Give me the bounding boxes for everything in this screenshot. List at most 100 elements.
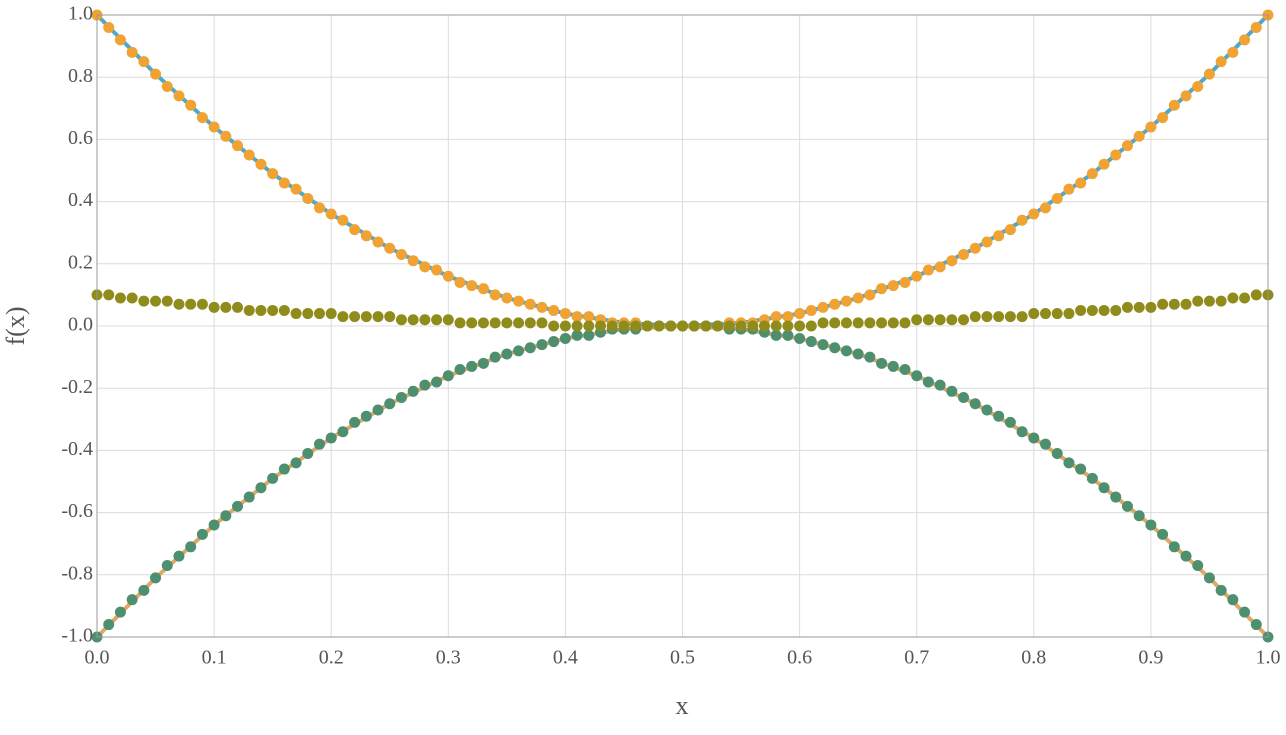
point: [1239, 606, 1251, 618]
x-tick-label: 1.0: [1256, 647, 1281, 669]
point: [114, 606, 126, 618]
point: [419, 314, 431, 326]
point: [360, 230, 372, 242]
point: [794, 308, 806, 320]
point: [1051, 192, 1063, 204]
point: [829, 298, 841, 310]
point: [372, 404, 384, 416]
point: [232, 500, 244, 512]
point: [513, 345, 525, 357]
point: [431, 264, 443, 276]
point: [630, 320, 642, 332]
point: [1157, 112, 1169, 124]
point: [852, 292, 864, 304]
point: [1157, 528, 1169, 540]
point: [161, 81, 173, 93]
point: [407, 255, 419, 267]
point: [208, 121, 220, 133]
x-tick-label: 0.9: [1138, 647, 1163, 669]
point: [196, 298, 208, 310]
point: [454, 276, 466, 288]
point: [1133, 301, 1145, 313]
point: [840, 317, 852, 329]
point: [1168, 298, 1180, 310]
point: [782, 320, 794, 332]
point: [325, 432, 337, 444]
point: [1110, 491, 1122, 503]
point: [840, 295, 852, 307]
point: [1098, 304, 1110, 316]
point: [513, 295, 525, 307]
point: [161, 559, 173, 571]
point: [1168, 99, 1180, 111]
point: [993, 410, 1005, 422]
point: [922, 376, 934, 388]
point: [302, 448, 314, 460]
point: [1227, 594, 1239, 606]
point: [489, 289, 501, 301]
y-tick-label: -0.8: [61, 562, 93, 584]
point: [993, 230, 1005, 242]
point: [313, 438, 325, 450]
x-tick-label: 0.6: [787, 647, 812, 669]
point: [1227, 46, 1239, 58]
point: [138, 56, 150, 68]
point: [758, 320, 770, 332]
y-tick-label: 0.2: [68, 251, 93, 273]
point: [1086, 304, 1098, 316]
point: [922, 264, 934, 276]
point: [395, 392, 407, 404]
point: [196, 112, 208, 124]
point: [958, 248, 970, 260]
point: [794, 320, 806, 332]
point: [466, 317, 478, 329]
point: [1028, 208, 1040, 220]
point: [337, 311, 349, 323]
point: [981, 404, 993, 416]
point: [571, 329, 583, 341]
point: [114, 34, 126, 46]
point: [1004, 224, 1016, 236]
marks: [91, 9, 1274, 643]
point: [1016, 426, 1028, 438]
point: [126, 292, 138, 304]
point: [477, 283, 489, 295]
point: [442, 370, 454, 382]
point: [1110, 149, 1122, 161]
point: [220, 510, 232, 522]
point: [278, 463, 290, 475]
point: [1121, 140, 1133, 152]
point: [969, 242, 981, 254]
y-tick-label: -0.6: [61, 500, 93, 522]
point: [267, 304, 279, 316]
point: [887, 360, 899, 372]
point: [805, 304, 817, 316]
x-tick-label: 0.3: [436, 647, 461, 669]
point: [150, 572, 162, 584]
point: [477, 357, 489, 369]
point: [559, 320, 571, 332]
point: [267, 168, 279, 180]
point: [852, 317, 864, 329]
point: [653, 320, 665, 332]
point: [794, 332, 806, 344]
point: [700, 320, 712, 332]
x-tick-label: 0.4: [553, 647, 578, 669]
point: [864, 351, 876, 363]
point: [958, 392, 970, 404]
y-axis-label: f(x): [1, 307, 30, 346]
plot-frame: [96, 14, 1269, 638]
point: [349, 311, 361, 323]
point: [1004, 416, 1016, 428]
point: [489, 351, 501, 363]
point: [1192, 559, 1204, 571]
point: [173, 90, 185, 102]
point: [712, 320, 724, 332]
point: [981, 311, 993, 323]
point: [1121, 500, 1133, 512]
point: [1133, 510, 1145, 522]
point: [290, 308, 302, 320]
point: [220, 130, 232, 142]
